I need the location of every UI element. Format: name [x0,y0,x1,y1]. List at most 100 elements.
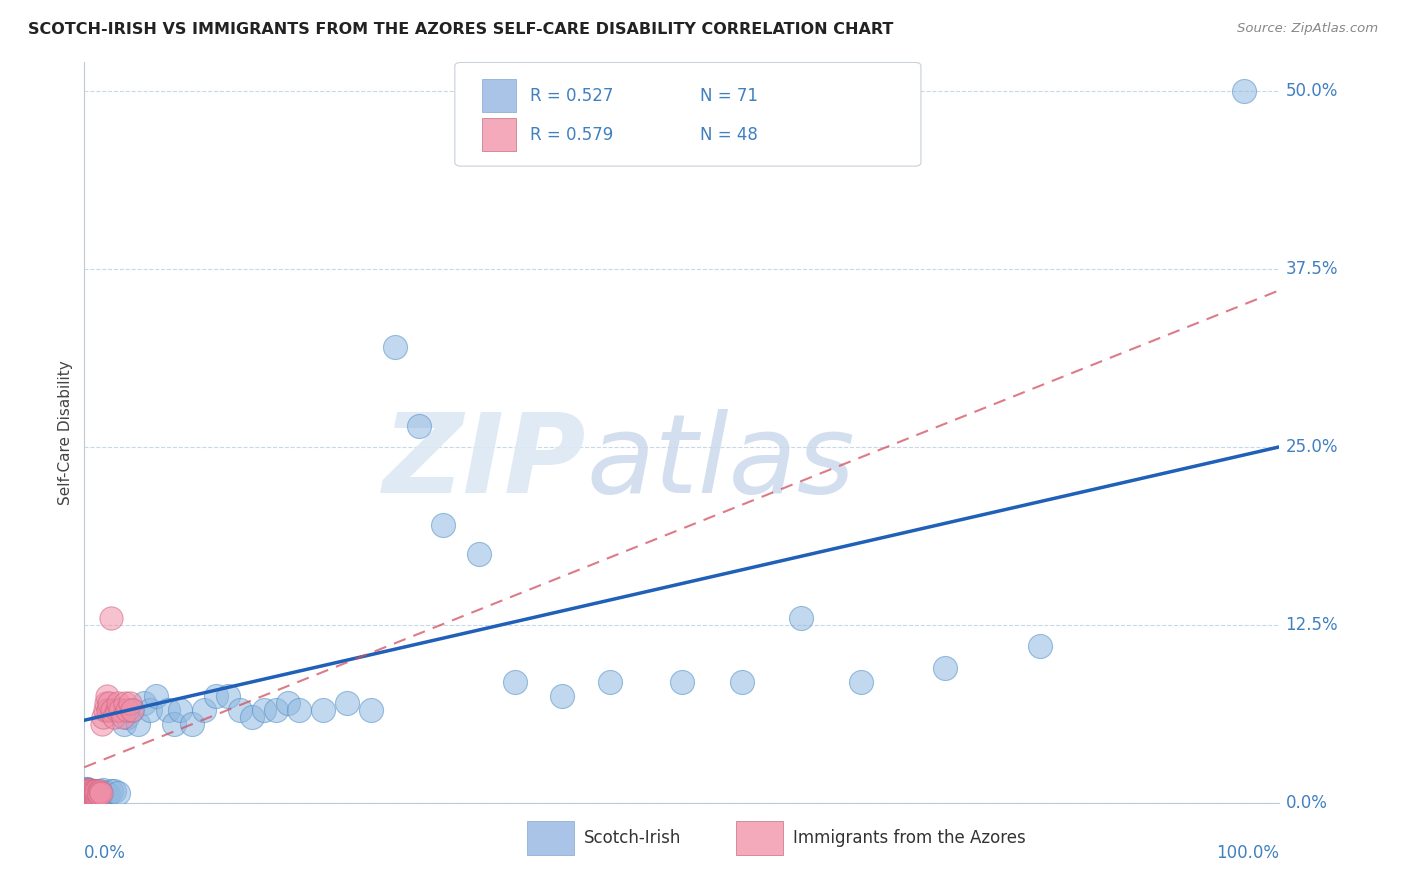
Point [253,703,276,717]
Text: 12.5%: 12.5% [1285,615,1339,634]
Point [90,786,112,800]
Point [77,784,100,798]
Text: Scotch-Irish: Scotch-Irish [583,830,682,847]
Point [934,660,956,674]
Point [87,784,110,798]
Point [96,689,118,703]
Point [76,786,98,800]
Point [551,689,574,703]
Point [731,674,754,689]
Point [82,786,104,800]
Text: atlas: atlas [586,409,855,516]
Point [83,787,105,801]
Point [1029,639,1052,653]
Point [107,696,129,710]
Point [112,717,135,731]
Point [94,696,117,710]
Point [84,789,107,803]
Point [90,786,112,800]
Point [100,784,122,798]
Point [77,790,100,805]
Point [75,789,97,803]
Point [127,717,149,731]
FancyBboxPatch shape [482,78,516,112]
Point [93,703,115,717]
Point [98,696,121,710]
Point [75,789,97,803]
Point [91,787,114,801]
Point [77,786,100,800]
Point [97,787,120,801]
Point [110,703,132,717]
Point [139,703,162,717]
Point [277,696,299,710]
Point [97,703,120,717]
Point [86,784,108,798]
Point [114,696,136,710]
Text: N = 48: N = 48 [700,126,758,144]
Point [240,710,263,724]
Point [86,786,108,800]
Point [145,689,167,703]
Point [121,703,143,717]
Point [84,789,107,803]
Text: 0.0%: 0.0% [84,844,127,862]
Point [77,787,100,801]
Point [83,784,105,798]
Point [76,790,98,805]
Text: Immigrants from the Azores: Immigrants from the Azores [793,830,1026,847]
Point [77,789,100,803]
Point [80,790,103,805]
Point [76,787,98,801]
FancyBboxPatch shape [482,118,516,152]
Text: 37.5%: 37.5% [1285,260,1339,278]
Point [82,789,104,803]
Point [468,547,491,561]
Point [132,696,156,710]
Point [181,717,204,731]
Text: 50.0%: 50.0% [1285,82,1339,100]
Point [77,789,100,803]
Point [193,703,215,717]
Point [76,789,98,803]
Point [86,790,108,805]
Point [83,784,105,798]
Point [82,786,104,800]
Point [77,783,100,797]
Point [229,703,252,717]
Point [790,610,813,624]
Text: 0.0%: 0.0% [1285,794,1327,812]
Point [103,784,125,798]
Point [264,703,287,717]
Point [107,786,129,800]
Point [80,784,103,798]
Text: N = 71: N = 71 [700,87,758,104]
Point [336,696,359,710]
Point [312,703,335,717]
Point [101,703,124,717]
Point [79,789,101,803]
Point [1233,84,1256,98]
Point [93,710,115,724]
Y-axis label: Self-Care Disability: Self-Care Disability [58,360,73,505]
FancyBboxPatch shape [456,62,921,166]
Point [360,703,382,717]
Point [503,674,526,689]
FancyBboxPatch shape [527,822,575,855]
FancyBboxPatch shape [735,822,783,855]
Point [118,696,141,710]
Point [86,787,108,801]
Point [75,784,97,798]
Point [163,717,186,731]
Point [84,786,107,800]
Point [851,674,873,689]
Point [599,674,621,689]
Point [82,789,104,803]
Point [89,784,111,798]
Point [86,787,108,801]
Text: SCOTCH-IRISH VS IMMIGRANTS FROM THE AZORES SELF-CARE DISABILITY CORRELATION CHAR: SCOTCH-IRISH VS IMMIGRANTS FROM THE AZOR… [28,22,893,37]
Text: 25.0%: 25.0% [1285,438,1339,456]
Point [76,783,98,797]
Text: R = 0.579: R = 0.579 [530,126,613,144]
Text: 100.0%: 100.0% [1216,844,1279,862]
